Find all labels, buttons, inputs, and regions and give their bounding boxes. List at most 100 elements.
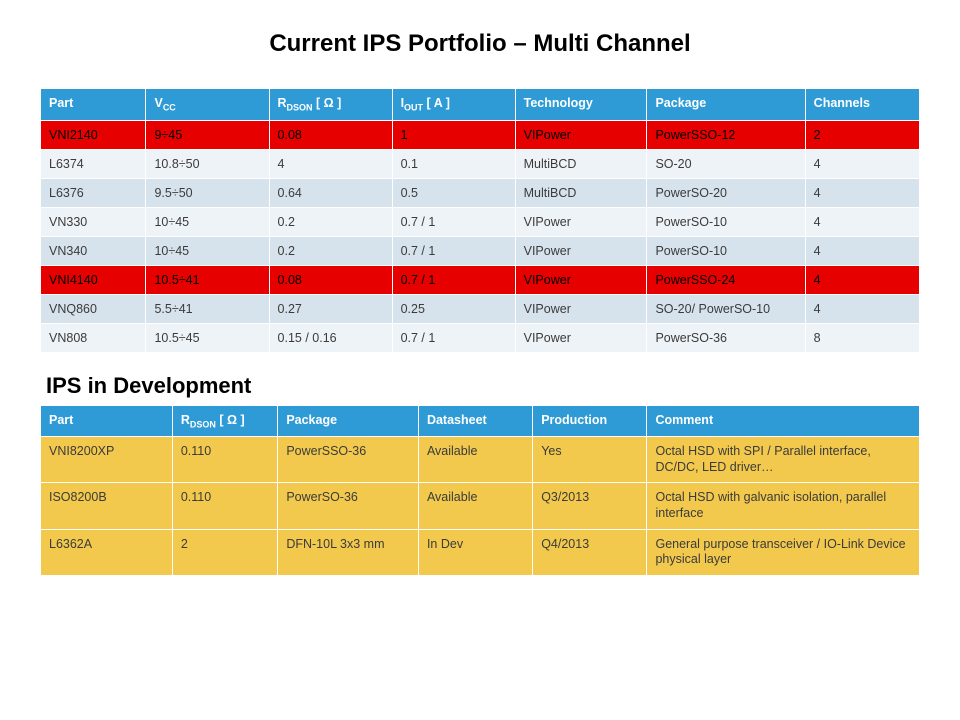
table-cell: General purpose transceiver / IO-Link De…	[647, 529, 920, 575]
table-cell: 1	[392, 120, 515, 149]
table-cell: VIPower	[515, 236, 647, 265]
table-cell: DFN-10L 3x3 mm	[278, 529, 419, 575]
table-row: L6362A2DFN-10L 3x3 mmIn DevQ4/2013Genera…	[41, 529, 920, 575]
table-cell: VIPower	[515, 207, 647, 236]
table-cell: 0.7 / 1	[392, 323, 515, 352]
table-row: VNI414010.5÷410.080.7 / 1VIPowerPowerSSO…	[41, 265, 920, 294]
table-cell: 0.110	[172, 437, 277, 483]
table-cell: Yes	[533, 437, 647, 483]
column-header: Package	[647, 89, 805, 121]
table-cell: 4	[805, 265, 919, 294]
table-cell: 0.2	[269, 207, 392, 236]
table-cell: 4	[805, 207, 919, 236]
table-cell: VNI8200XP	[41, 437, 173, 483]
table-cell: 10.5÷41	[146, 265, 269, 294]
column-header: Package	[278, 405, 419, 437]
table-cell: VNI2140	[41, 120, 146, 149]
table-cell: 2	[172, 529, 277, 575]
table-cell: PowerSO-10	[647, 236, 805, 265]
table-cell: 4	[805, 236, 919, 265]
table-cell: VN330	[41, 207, 146, 236]
table-cell: VIPower	[515, 323, 647, 352]
table-cell: MultiBCD	[515, 149, 647, 178]
table-cell: 2	[805, 120, 919, 149]
table-cell: PowerSSO-24	[647, 265, 805, 294]
table-cell: VN808	[41, 323, 146, 352]
table-cell: L6376	[41, 178, 146, 207]
table-cell: 0.64	[269, 178, 392, 207]
column-header: RDSON [ Ω ]	[269, 89, 392, 121]
table-cell: 4	[805, 294, 919, 323]
table-cell: In Dev	[418, 529, 532, 575]
table-cell: PowerSO-10	[647, 207, 805, 236]
table-cell: 0.7 / 1	[392, 207, 515, 236]
table-cell: 0.7 / 1	[392, 236, 515, 265]
table-cell: Q3/2013	[533, 483, 647, 529]
table-cell: VIPower	[515, 120, 647, 149]
table-cell: 0.7 / 1	[392, 265, 515, 294]
table-cell: Available	[418, 483, 532, 529]
column-header: Comment	[647, 405, 920, 437]
table-cell: PowerSO-20	[647, 178, 805, 207]
section-subtitle: IPS in Development	[46, 373, 920, 399]
table-cell: VNQ860	[41, 294, 146, 323]
table-cell: MultiBCD	[515, 178, 647, 207]
table-cell: 10.5÷45	[146, 323, 269, 352]
table-cell: PowerSSO-12	[647, 120, 805, 149]
column-header: VCC	[146, 89, 269, 121]
table-cell: 0.5	[392, 178, 515, 207]
table-cell: 0.1	[392, 149, 515, 178]
table-cell: 4	[805, 178, 919, 207]
table-cell: Q4/2013	[533, 529, 647, 575]
table-row: VN80810.5÷450.15 / 0.160.7 / 1VIPowerPow…	[41, 323, 920, 352]
table-row: VN33010÷450.20.7 / 1VIPowerPowerSO-104	[41, 207, 920, 236]
column-header: Datasheet	[418, 405, 532, 437]
table-cell: 0.15 / 0.16	[269, 323, 392, 352]
table-cell: PowerSSO-36	[278, 437, 419, 483]
column-header: RDSON [ Ω ]	[172, 405, 277, 437]
table-cell: 0.08	[269, 265, 392, 294]
table-row: VN34010÷450.20.7 / 1VIPowerPowerSO-104	[41, 236, 920, 265]
table-row: L637410.8÷5040.1MultiBCDSO-204	[41, 149, 920, 178]
column-header: Technology	[515, 89, 647, 121]
column-header: Part	[41, 89, 146, 121]
development-table: PartRDSON [ Ω ]PackageDatasheetProductio…	[40, 405, 920, 576]
table-cell: 10÷45	[146, 207, 269, 236]
page-title: Current IPS Portfolio – Multi Channel	[40, 30, 920, 58]
table-cell: VN340	[41, 236, 146, 265]
table-cell: Octal HSD with SPI / Parallel interface,…	[647, 437, 920, 483]
table-cell: 0.27	[269, 294, 392, 323]
table-cell: 0.110	[172, 483, 277, 529]
table-cell: ISO8200B	[41, 483, 173, 529]
table-cell: 10÷45	[146, 236, 269, 265]
table-cell: 10.8÷50	[146, 149, 269, 178]
table-cell: 0.08	[269, 120, 392, 149]
table-row: VNQ8605.5÷410.270.25VIPowerSO-20/ PowerS…	[41, 294, 920, 323]
table-cell: VNI4140	[41, 265, 146, 294]
table-cell: 5.5÷41	[146, 294, 269, 323]
table-cell: 8	[805, 323, 919, 352]
table-cell: VIPower	[515, 294, 647, 323]
table-row: VNI8200XP0.110PowerSSO-36AvailableYesOct…	[41, 437, 920, 483]
table-row: L63769.5÷500.640.5MultiBCDPowerSO-204	[41, 178, 920, 207]
table-cell: 4	[805, 149, 919, 178]
table-cell: 0.2	[269, 236, 392, 265]
table-cell: SO-20/ PowerSO-10	[647, 294, 805, 323]
table-row: VNI21409÷450.081VIPowerPowerSSO-122	[41, 120, 920, 149]
table-cell: PowerSO-36	[278, 483, 419, 529]
table-cell: 0.25	[392, 294, 515, 323]
portfolio-table: PartVCCRDSON [ Ω ]IOUT [ A ]TechnologyPa…	[40, 88, 920, 353]
table-cell: SO-20	[647, 149, 805, 178]
table-cell: Available	[418, 437, 532, 483]
table-cell: 9÷45	[146, 120, 269, 149]
table-row: ISO8200B0.110PowerSO-36AvailableQ3/2013O…	[41, 483, 920, 529]
column-header: Part	[41, 405, 173, 437]
column-header: Production	[533, 405, 647, 437]
table-cell: VIPower	[515, 265, 647, 294]
table-cell: L6362A	[41, 529, 173, 575]
table-cell: PowerSO-36	[647, 323, 805, 352]
table-cell: Octal HSD with galvanic isolation, paral…	[647, 483, 920, 529]
column-header: Channels	[805, 89, 919, 121]
column-header: IOUT [ A ]	[392, 89, 515, 121]
table-cell: L6374	[41, 149, 146, 178]
